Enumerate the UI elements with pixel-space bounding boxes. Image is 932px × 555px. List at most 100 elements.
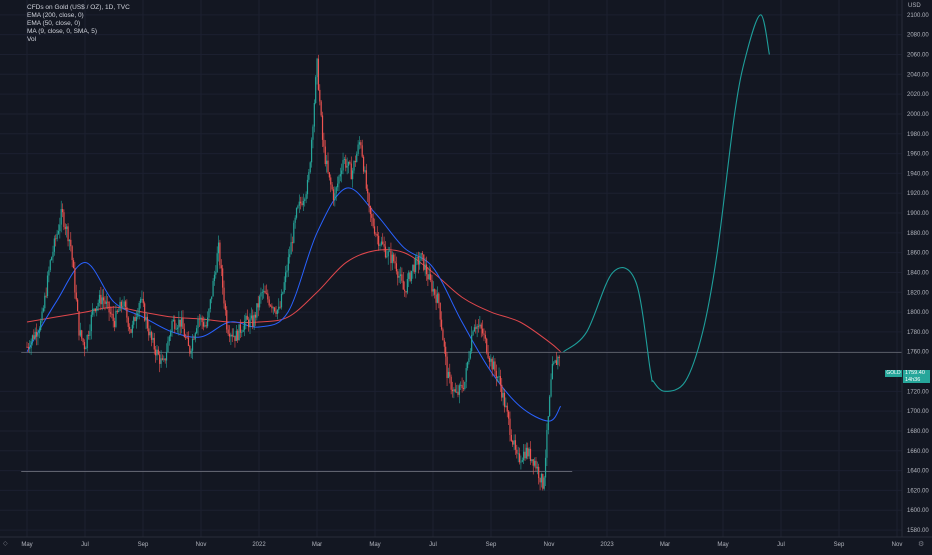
candle-body [510, 434, 512, 441]
candle-body [383, 244, 385, 247]
candle-body [175, 328, 177, 330]
candle-body [71, 246, 73, 261]
price-tick-label: 1880.00 [907, 231, 929, 237]
candle-body [194, 333, 196, 340]
candle-body [398, 276, 400, 278]
time-tick-label: Sep [138, 542, 149, 548]
candle-body [167, 341, 169, 353]
candle-body [275, 311, 277, 314]
candle-body [81, 330, 83, 339]
candle-body [148, 328, 150, 336]
candle-body [503, 392, 506, 407]
candle-body [226, 310, 228, 330]
candle-body [142, 298, 144, 304]
candle-body [364, 170, 366, 172]
candle-body [453, 389, 455, 392]
candle-body [302, 200, 304, 206]
candle-body [430, 274, 432, 281]
candle-body [94, 308, 97, 311]
candle-body [309, 162, 311, 173]
grid [0, 0, 902, 537]
candle-body [439, 302, 441, 320]
candle-body [41, 311, 43, 322]
candle-body [301, 203, 303, 206]
price-tick-label: 1600.00 [907, 508, 929, 514]
candle-body [61, 209, 64, 213]
candle-body [77, 299, 79, 312]
candle-body [222, 268, 224, 288]
candle-body [183, 328, 185, 338]
candle-body [85, 348, 87, 350]
candle-body [86, 335, 88, 349]
candle-body [274, 307, 276, 312]
candle-body [219, 242, 221, 266]
time-tick-label: 2023 [600, 542, 614, 548]
candle-body [284, 272, 287, 283]
ema200-series [26, 249, 561, 353]
price-tick-label: 1840.00 [907, 270, 929, 276]
price-tick-label: 1940.00 [907, 171, 929, 177]
candle-body [237, 330, 239, 341]
candle-body [291, 242, 294, 244]
candle-body [202, 322, 205, 327]
candle-body [145, 316, 147, 321]
legend-vol[interactable]: Vol [27, 36, 37, 43]
candle-body [450, 376, 452, 390]
candle-body [64, 226, 66, 229]
price-tick-label: 2000.00 [907, 112, 929, 118]
candle-body [116, 310, 118, 313]
projection-drawing [563, 14, 770, 392]
candle-body [412, 264, 414, 271]
candle-body [487, 352, 489, 358]
candle-body [224, 303, 226, 311]
candle-body [55, 238, 57, 240]
candle-body [521, 460, 523, 462]
candle-body [198, 318, 200, 320]
legend-ema50[interactable]: EMA (50, close, 0) [27, 20, 81, 27]
candle-body [372, 217, 374, 227]
candle-body [123, 301, 125, 307]
candle-body [506, 405, 508, 412]
candle-body [315, 77, 317, 103]
candle-body [196, 328, 198, 334]
candle-body [26, 346, 28, 348]
candle-body [317, 58, 320, 90]
legend-title[interactable]: CFDs on Gold (US$ / OZ), 1D, TVC [27, 4, 130, 11]
time-tick-label: May [369, 542, 380, 548]
candle-body [446, 356, 448, 379]
gear-icon[interactable]: ⚙ [918, 541, 925, 548]
candle-body [27, 346, 29, 348]
price-tag: 1759.40 14h36 [903, 370, 930, 383]
candle-body [211, 296, 213, 300]
candle-body [67, 226, 69, 242]
price-tick-label: 1780.00 [907, 330, 929, 336]
candle-body [193, 338, 195, 340]
legend-ma[interactable]: MA (9, close, 0, SMA, 5) [27, 28, 98, 35]
candle-body [438, 293, 440, 303]
candle-body [105, 301, 107, 304]
timezone-icon[interactable]: ◇ [3, 541, 8, 547]
candle-body [356, 153, 358, 163]
price-tick-label: 1640.00 [907, 469, 929, 475]
price-axis: 2100.00 2080.00 2060.00 2040.00 2020.00 2000.… [907, 13, 929, 534]
candle-body [528, 448, 530, 457]
candle-body [83, 342, 86, 350]
candle-body [283, 282, 285, 293]
candle-body [543, 477, 545, 489]
candle-body [297, 205, 299, 209]
candle-body [120, 301, 123, 307]
price-tick-label: 1720.00 [907, 389, 929, 395]
candle-body [172, 319, 174, 322]
time-tick-label: Sep [486, 542, 497, 548]
candle-body [276, 309, 278, 314]
candle-body [424, 264, 426, 270]
candle-body [130, 329, 132, 333]
candle-body [553, 362, 555, 364]
legend-ema200[interactable]: EMA (200, close, 0) [27, 12, 84, 19]
candle-body [330, 177, 332, 185]
candle-body [306, 179, 309, 195]
candle-body [212, 280, 214, 297]
candle-body [179, 319, 181, 327]
